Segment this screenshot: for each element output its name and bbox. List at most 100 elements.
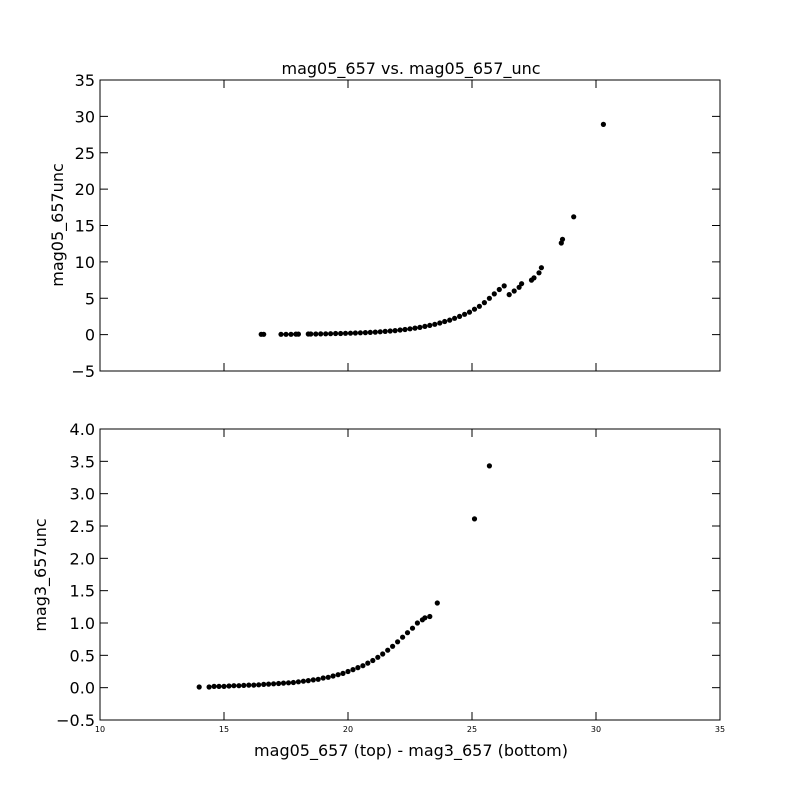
data-point <box>402 326 408 333</box>
data-point <box>362 330 368 336</box>
data-point <box>196 684 202 690</box>
data-point <box>246 682 252 688</box>
data-point <box>308 331 314 337</box>
data-point <box>538 265 545 271</box>
data-point <box>300 678 306 684</box>
data-point <box>506 292 512 298</box>
y-tick-label: −5 <box>71 362 95 381</box>
data-point <box>226 683 232 689</box>
data-point <box>466 309 473 315</box>
data-point <box>496 286 502 293</box>
top-subplot: mag05_657 vs. mag05_657_unc −5 0 5 10 15 20 25… <box>48 59 721 381</box>
data-point <box>266 681 272 687</box>
data-point <box>283 331 289 337</box>
data-point <box>330 673 336 679</box>
data-point <box>382 328 388 334</box>
data-point <box>271 681 277 687</box>
data-point <box>360 663 366 669</box>
data-point <box>325 674 331 680</box>
data-point <box>412 325 418 331</box>
y-tick-label: 5 <box>85 289 95 308</box>
data-point <box>251 682 257 688</box>
data-point <box>328 331 334 337</box>
data-point <box>377 329 383 335</box>
data-point <box>367 329 373 335</box>
data-point <box>290 679 296 686</box>
data-point <box>471 306 478 312</box>
y-tick-label: 4.0 <box>70 420 95 439</box>
y-tick-label: 0 <box>85 326 95 345</box>
y-tick-label: 2.0 <box>70 549 95 568</box>
y-tick-label: 10 <box>75 253 95 272</box>
data-point <box>437 320 443 326</box>
data-point <box>352 330 358 336</box>
data-point <box>486 463 492 469</box>
x-tick-label: 25 <box>467 725 477 734</box>
data-point <box>422 615 428 621</box>
y-tick-label: −0.5 <box>56 711 95 730</box>
data-point <box>600 121 607 127</box>
data-point <box>452 315 458 321</box>
data-point <box>261 681 267 688</box>
data-point <box>457 313 463 319</box>
y-tick-label: 15 <box>75 217 95 236</box>
data-point <box>427 322 433 328</box>
data-point <box>318 331 324 337</box>
data-point <box>295 679 301 685</box>
data-point <box>276 680 282 687</box>
y-tick-label: 2.5 <box>70 517 95 536</box>
data-point <box>338 330 344 337</box>
data-point <box>375 654 381 660</box>
data-point <box>350 667 356 673</box>
data-point <box>305 678 311 684</box>
x-tick-label: 10 <box>95 725 105 734</box>
data-point <box>491 291 497 297</box>
data-point <box>536 270 542 276</box>
y-tick-label: 3.0 <box>70 485 95 504</box>
data-point <box>335 672 341 678</box>
data-point <box>241 682 247 689</box>
data-point <box>288 331 294 337</box>
data-point <box>395 639 401 645</box>
top-y-ticks: −5 0 5 10 15 20 25 30 35 <box>71 71 720 381</box>
y-tick-label: 1.5 <box>70 582 95 601</box>
data-point <box>295 331 301 337</box>
data-point <box>519 281 525 287</box>
data-point <box>206 684 212 690</box>
data-point <box>392 328 398 334</box>
data-point <box>323 331 329 337</box>
data-point <box>345 668 351 675</box>
data-point <box>355 665 361 671</box>
y-tick-label: 35 <box>75 71 95 90</box>
data-point <box>486 295 492 301</box>
data-point <box>390 643 396 649</box>
data-point <box>280 680 287 686</box>
data-point <box>414 620 420 626</box>
y-tick-label: 30 <box>75 107 95 126</box>
bottom-y-axis-label: mag3_657unc <box>31 518 51 631</box>
data-point <box>221 683 227 690</box>
bottom-y-ticks: −0.5 0.0 0.5 1.0 1.5 2.0 2.5 3.0 3.5 4.0 <box>56 420 720 730</box>
data-point <box>462 311 468 317</box>
data-point <box>409 625 416 631</box>
data-point <box>380 651 386 657</box>
data-point <box>400 634 406 640</box>
bottom-subplot: −0.5 0.0 0.5 1.0 1.5 2.0 2.5 3.0 3.5 4.0 10 15 20 25… <box>31 420 725 761</box>
x-tick-label: 15 <box>219 725 229 734</box>
data-point <box>447 317 453 323</box>
data-point <box>397 327 403 333</box>
data-point <box>236 683 242 689</box>
x-tick-label: 35 <box>715 725 725 734</box>
data-point <box>385 647 391 653</box>
data-point <box>531 275 537 281</box>
data-point <box>347 330 354 336</box>
data-point <box>231 683 237 689</box>
data-point <box>434 600 440 606</box>
data-point <box>387 328 393 334</box>
top-plot-frame <box>99 79 721 372</box>
data-point <box>365 660 371 666</box>
data-point <box>340 670 346 677</box>
y-tick-label: 3.5 <box>70 452 95 471</box>
y-tick-label: 0.0 <box>70 679 95 698</box>
